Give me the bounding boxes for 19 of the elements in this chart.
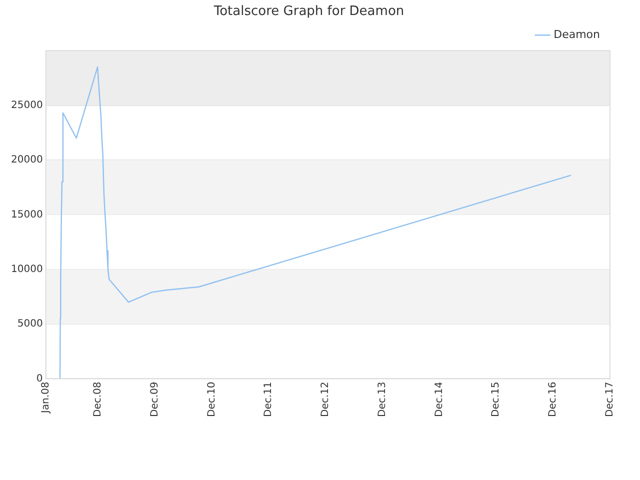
y-tick-label: 15000 <box>11 209 43 220</box>
y-tick-label: 10000 <box>11 264 43 275</box>
x-tick-label: Dec.11 <box>263 382 274 418</box>
x-tick-label: Dec.16 <box>548 382 559 418</box>
y-tick-label: 20000 <box>11 154 43 166</box>
legend-label: Deamon <box>554 28 600 41</box>
x-tick-label: Dec.15 <box>490 382 502 418</box>
x-tick-label: Dec.17 <box>604 382 616 418</box>
x-tick-label: Dec.10 <box>206 382 218 418</box>
x-tick-label: Dec.13 <box>377 382 388 418</box>
x-tick-label: Dec.12 <box>320 382 332 418</box>
x-tick-label: Dec.09 <box>149 382 160 418</box>
x-tick-label: Dec.08 <box>92 382 104 418</box>
x-tick-label: Dec.14 <box>434 382 445 418</box>
y-tick-label: 25000 <box>11 100 43 111</box>
chart-title: Totalscore Graph for Deamon <box>212 4 404 20</box>
x-tick-label: Jan.08 <box>40 382 52 414</box>
y-tick-label: 0 <box>36 373 43 384</box>
y-tick-label: 5000 <box>17 318 43 330</box>
